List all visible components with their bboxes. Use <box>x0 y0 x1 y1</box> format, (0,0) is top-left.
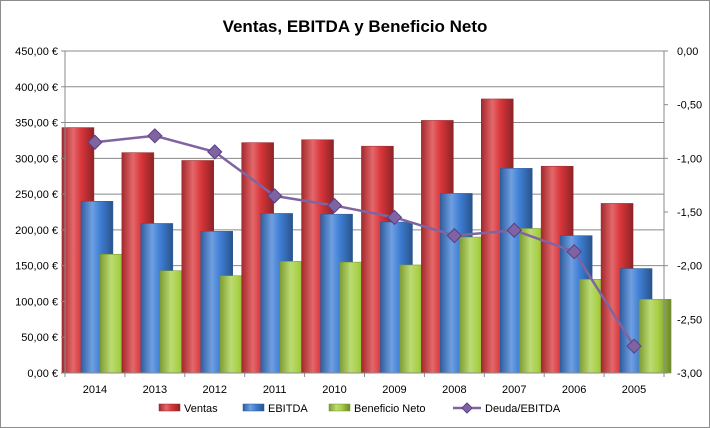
category-label: 2007 <box>502 384 526 396</box>
line-point-marker <box>446 227 463 244</box>
line-point-marker <box>626 338 642 354</box>
bars <box>61 98 672 374</box>
legend-label: Deuda/EBITDA <box>485 403 561 415</box>
category-label: 2006 <box>562 384 586 396</box>
left-tick-label: 450,00 € <box>15 46 58 58</box>
line-deuda-ebitda <box>94 134 636 347</box>
right-tick-label: -1,50 <box>677 207 702 219</box>
right-tick-label: -2,50 <box>677 314 702 326</box>
legend-swatch <box>242 403 265 412</box>
category-label: 2011 <box>263 384 287 396</box>
legend-label: Ventas <box>184 403 218 415</box>
left-tick-label: 0,00 € <box>27 368 58 380</box>
legend-marker <box>461 402 473 414</box>
left-tick-label: 50,00 € <box>21 332 58 344</box>
category-label: 2009 <box>382 384 406 396</box>
legend: Ventas EBITDA Beneficio Neto Deuda/EBITDA <box>158 402 561 415</box>
line-point-marker <box>566 244 582 260</box>
category-label: 2008 <box>442 384 466 396</box>
line-point-marker <box>147 128 163 144</box>
legend-swatch <box>158 403 181 412</box>
line-point-marker <box>87 134 103 150</box>
left-tick-label: 150,00 € <box>15 261 58 273</box>
left-tick-label: 300,00 € <box>15 153 58 165</box>
line-point-marker <box>506 222 522 238</box>
left-tick-label: 350,00 € <box>15 118 58 130</box>
line-point-marker <box>266 188 283 204</box>
category-label: 2005 <box>622 384 646 396</box>
category-label: 2012 <box>203 384 227 396</box>
legend-swatch <box>328 403 351 412</box>
category-label: 2013 <box>143 384 167 396</box>
left-tick-label: 200,00 € <box>15 225 58 237</box>
chart-title: Ventas, EBITDA y Beneficio Neto <box>223 17 488 36</box>
right-tick-label: -1,00 <box>677 153 702 165</box>
line-point-marker <box>326 197 343 214</box>
category-label: 2014 <box>83 384 107 396</box>
left-tick-label: 100,00 € <box>15 296 58 308</box>
line-point-marker <box>207 144 223 160</box>
axes: 0,00 € 50,00 € 100,00 € 150,00 € 200,00 € 250… <box>15 46 702 396</box>
ratio-line <box>87 128 642 354</box>
right-tick-label: 0,00 <box>677 46 698 58</box>
left-tick-label: 400,00 € <box>15 82 58 94</box>
right-tick-label: -0,50 <box>677 100 702 112</box>
legend-label: Beneficio Neto <box>354 403 426 415</box>
right-tick-label: -3,00 <box>677 368 702 380</box>
right-tick-label: -2,00 <box>677 261 702 273</box>
bar-beneficio-neto <box>638 299 672 374</box>
left-tick-label: 250,00 € <box>15 189 58 201</box>
category-label: 2010 <box>322 384 346 396</box>
line-point-marker <box>386 209 403 226</box>
legend-label: EBITDA <box>268 403 308 415</box>
